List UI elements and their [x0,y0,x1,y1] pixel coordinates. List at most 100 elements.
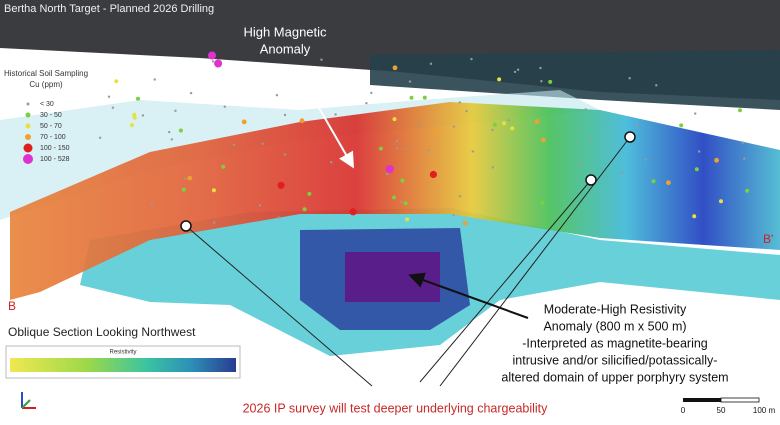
soil-sample [392,65,398,71]
legend-symbol [25,112,31,118]
callout-text: Anomaly [260,41,311,56]
soil-sample [386,172,389,176]
soil-sample [534,119,540,124]
soil-sample [320,58,323,61]
callout-text: intrusive and/or silicified/potassically… [513,353,718,367]
soil-sample [111,106,115,109]
legend-symbol [26,102,30,106]
magnetic-surface [10,102,780,300]
drill-collar [585,174,597,186]
soil-sample [507,119,510,122]
soil-sample [719,199,723,204]
soil-sample [392,117,397,122]
soil-sample [679,123,684,128]
drill-trace [419,179,592,383]
axis-y [21,399,31,409]
soil-sample [491,166,495,169]
section-end: B [8,299,16,313]
soil-sample [275,94,279,97]
soil-sample [579,162,582,165]
legend-label: 50 - 70 [40,123,62,130]
soil-sample [497,77,502,82]
view-label: Oblique Section Looking Northwest [8,325,196,339]
legend-symbol [25,134,31,140]
drill-trace [185,225,373,387]
drill-collar [624,131,636,143]
soil-sample [170,138,173,141]
soil-sample [644,158,647,161]
soil-sample [520,116,525,120]
soil-sample [334,113,337,116]
scale-label: 0 [681,406,686,415]
legend-symbol [25,123,31,129]
soil-samples [98,51,750,226]
soil-sample [223,105,226,108]
soil-sample [284,153,287,156]
soil-sample [589,137,592,140]
soil-sample [510,126,515,131]
soil-sample [694,112,697,115]
soil-sample [349,208,357,216]
soil-sample [385,165,394,173]
soil-sample [540,80,543,83]
soil-sample [129,123,134,128]
soil-sample [168,130,171,134]
legend-symbol [23,143,33,153]
scale-label: 50 [717,406,726,415]
title: Bertha North Target - Planned 2026 Drill… [4,3,214,15]
soil-sample [651,179,656,184]
soil-sample [548,79,553,84]
soil-sample [470,57,473,61]
soil-sample [330,161,333,164]
soil-sample [714,157,719,163]
soil-sample [299,118,305,124]
legend-label: 100 - 150 [40,145,70,152]
soil-sample [584,108,587,111]
soil-sample [178,128,183,133]
soil-sample [392,195,396,200]
soil-sample [114,79,119,84]
soil-sample [743,157,746,160]
callout-text: Anomaly (800 m x 500 m) [543,319,686,333]
soil-sample [214,59,223,68]
block-model-top [370,50,780,110]
callout-arrow [408,272,529,319]
soil-sample [107,95,111,98]
soil-sample [211,188,216,193]
soil-sample [452,125,456,128]
soil-sample [741,141,745,144]
soil-sample [302,207,307,212]
soil-sample [458,195,462,198]
soil-sample [405,217,410,222]
callout-arrow [299,74,355,169]
soil-sample [409,95,414,100]
soil-sample [378,146,383,151]
soil-sample [434,128,439,133]
soil-sample [395,139,399,143]
soil-sample [258,204,262,207]
soil-sample [153,78,156,81]
legend-label: < 30 [40,101,54,108]
callout-text: -Interpreted as magnetite-bearing [522,336,708,350]
soil-sample [516,68,520,71]
legend-title: Cu (ppm) [29,80,63,89]
callout-text: altered domain of upper porphyry system [501,370,728,384]
soil-sample [189,91,193,95]
soil-sample [513,70,517,74]
legend-label: 70 - 100 [40,134,66,141]
soil-sample [277,181,285,189]
legend-label: 100 - 528 [40,156,70,163]
soil-sample [408,80,412,83]
soil-sample [211,60,215,63]
soil-sample [462,220,468,226]
legend: < 30 30 - 50 50 - 70 70 - 100 100 - 150 100 -… [23,101,70,164]
soil-sample [136,96,140,101]
soil-sample [365,102,368,105]
scale-bar [683,398,721,402]
scale-label: 100 m [753,406,776,415]
soil-sample [370,91,373,95]
section-end: B' [763,232,773,246]
soil-sample [221,164,226,169]
soil-sample [232,143,236,146]
